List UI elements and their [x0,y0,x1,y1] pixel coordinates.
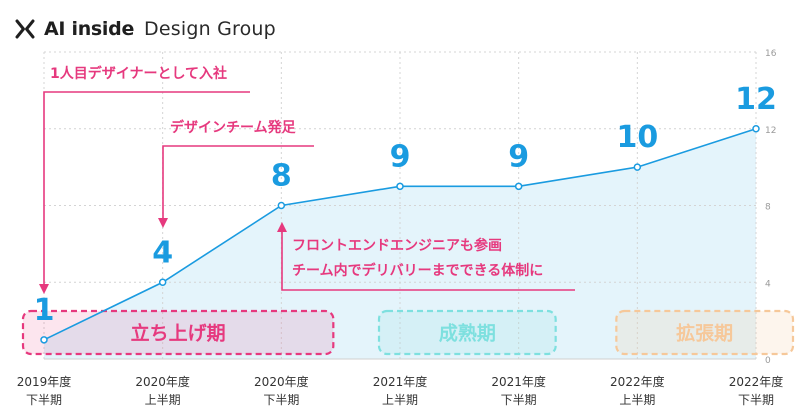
brand-name: AI inside [44,18,135,40]
x-mark-icon [14,18,36,40]
y-tick-label: 12 [765,126,776,136]
y-tick-label: 4 [765,279,771,289]
annotation-arrowhead [277,222,287,232]
annotation-text: 1人目デザイナーとして入社 [50,65,227,82]
data-point [158,278,167,286]
phase-label: 拡張期 [676,322,733,345]
data-label: 1 [34,293,55,328]
phase-box [21,309,335,356]
y-tick-label: 8 [765,203,771,213]
annotation-text: デザインチーム発足 [170,119,297,136]
data-point [396,182,404,191]
annotation-leader [43,91,250,290]
phase-box [377,309,557,356]
x-tick-label-half: 上半期 [382,393,418,407]
brand-logo: AI inside Design Group [14,14,276,44]
x-tick-label-half: 下半期 [738,393,774,407]
x-tick-label-half: 下半期 [26,393,62,407]
brand-group-name: Design Group [144,18,276,40]
y-tick-label: 0 [765,356,771,366]
data-label: 8 [271,159,292,194]
phase-box [615,309,795,356]
x-tick-label-year: 2021年度 [491,374,546,389]
phase-label: 成熟期 [439,322,496,345]
x-tick-label-half: 上半期 [145,393,181,407]
data-point [40,336,48,344]
x-tick-label-year: 2020年度 [135,374,190,389]
data-point [514,182,523,191]
annotation-leader [162,145,314,224]
data-label: 9 [508,139,529,174]
x-tick-label-year: 2019年度 [17,374,72,389]
data-point [277,201,286,210]
x-tick-label-half: 下半期 [501,393,537,407]
data-label: 10 [616,120,658,155]
data-label: 9 [390,139,411,174]
y-tick-label: 16 [765,49,777,59]
annotation-leader [281,226,575,291]
x-tick-label-year: 2022年度 [729,374,784,389]
x-tick-label-year: 2022年度 [610,374,665,389]
annotation-text: フロントエンドエンジニアも参画 [292,237,502,254]
x-tick-label-half: 上半期 [619,393,655,407]
data-point [633,163,642,171]
data-label: 4 [152,235,173,270]
annotation-arrowhead [158,218,168,228]
phase-label: 立ち上げ期 [131,322,226,345]
data-label: 12 [735,82,777,117]
x-tick-label-year: 2021年度 [373,374,428,389]
annotation-arrowhead [39,284,49,294]
x-tick-label-year: 2020年度 [254,374,309,389]
annotation-text: チーム内でデリバリーまでできる体制に [292,262,543,279]
data-point [752,125,760,133]
x-tick-label-half: 下半期 [263,393,299,407]
